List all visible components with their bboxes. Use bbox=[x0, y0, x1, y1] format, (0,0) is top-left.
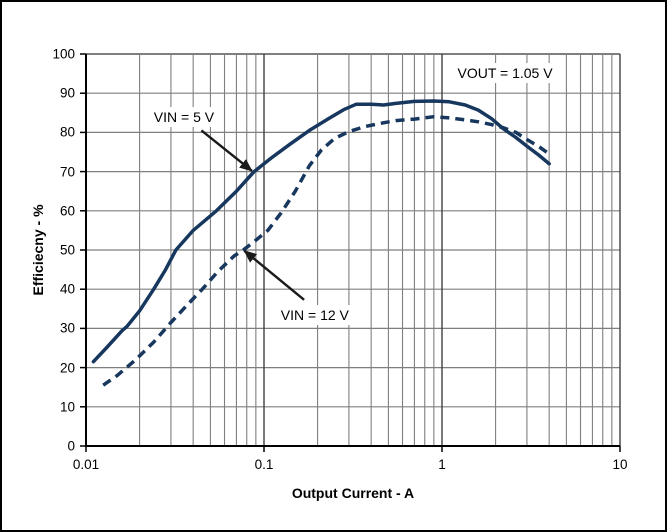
y-tick-label-90: 90 bbox=[59, 85, 75, 101]
y-axis-title: Efficiecny - % bbox=[30, 204, 46, 296]
annotation-vin5: VIN = 5 V bbox=[148, 106, 220, 127]
y-tick-label-60: 60 bbox=[59, 203, 75, 219]
y-tick-label-0: 0 bbox=[67, 438, 75, 454]
annotation-arrow-vin5 bbox=[200, 129, 253, 172]
y-tick-label-100: 100 bbox=[52, 46, 75, 62]
x-tick-label-10: 10 bbox=[612, 457, 628, 472]
x-tick-label-0.01: 0.01 bbox=[72, 457, 100, 472]
x-axis-title: Output Current - A bbox=[291, 485, 415, 501]
annotation-vin12: VIN = 12 V bbox=[275, 305, 354, 326]
curve-vin5-solid bbox=[91, 99, 551, 364]
annotation-arrow-vin12 bbox=[243, 249, 305, 301]
y-tick-label-80: 80 bbox=[59, 124, 75, 140]
y-tick-label-20: 20 bbox=[59, 360, 75, 376]
y-tick-label-50: 50 bbox=[59, 242, 75, 258]
x-tick-label-1: 1 bbox=[438, 457, 446, 472]
y-tick-label-30: 30 bbox=[59, 320, 75, 336]
x-tick-label-0.1: 0.1 bbox=[254, 457, 274, 472]
annotation-vout: VOUT = 1.05 V bbox=[452, 62, 558, 83]
y-tick-label-40: 40 bbox=[59, 281, 75, 297]
y-tick-label-70: 70 bbox=[59, 164, 75, 180]
y-tick-label-10: 10 bbox=[59, 399, 75, 415]
curve-vin12-dashed bbox=[102, 114, 551, 387]
